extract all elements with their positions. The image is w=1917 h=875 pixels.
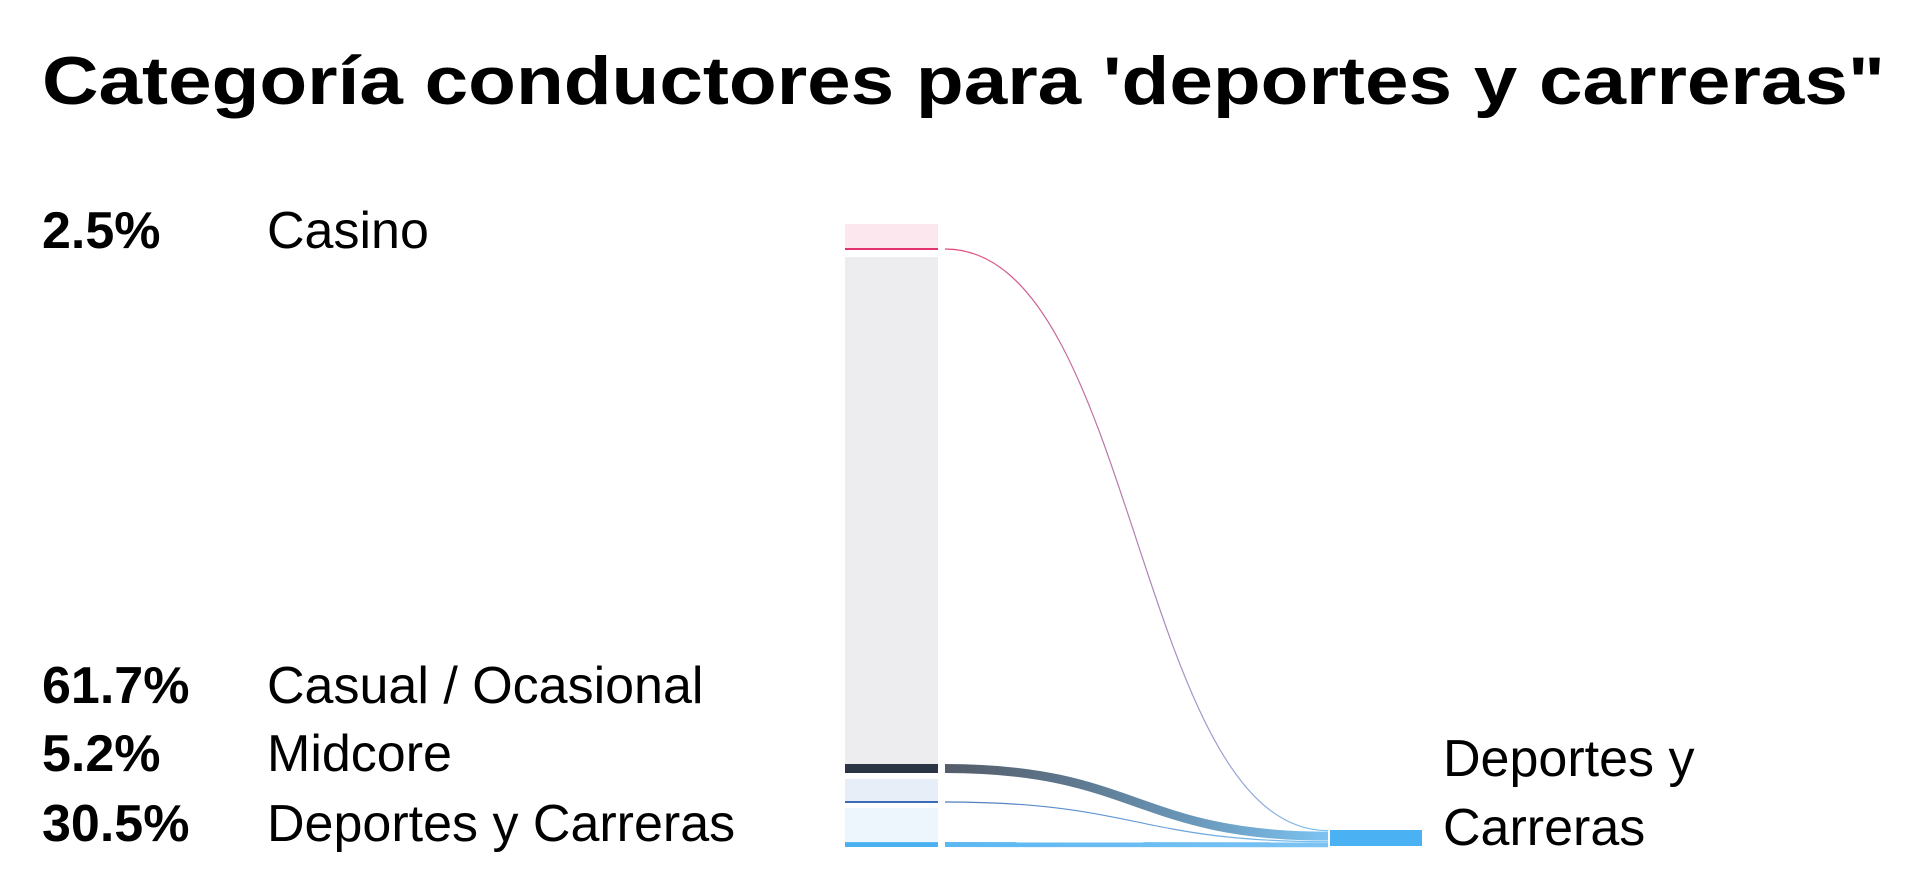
pct-label-midcore: 5.2% xyxy=(42,725,161,783)
flow-midcore xyxy=(944,801,1329,843)
source-flow-segment-midcore xyxy=(845,801,938,803)
source-bar-casual xyxy=(845,257,938,764)
target-label-line2: Carreras xyxy=(1443,799,1645,857)
source-bar-deportes xyxy=(845,808,938,843)
chart-title: Categoría conductores para 'deportes y c… xyxy=(42,43,1885,119)
pct-label-casino: 2.5% xyxy=(42,202,161,260)
source-flow-segment-casual xyxy=(845,764,938,773)
source-label-casino: Casino xyxy=(267,202,429,260)
pct-label-deportes: 30.5% xyxy=(42,795,189,853)
source-label-deportes: Deportes y Carreras xyxy=(267,795,735,853)
target-label-line1: Deportes y xyxy=(1443,730,1694,788)
pct-label-casual: 61.7% xyxy=(42,657,189,715)
flow-casual xyxy=(944,764,1329,841)
source-label-casual: Casual / Ocasional xyxy=(267,657,703,715)
source-bar-casino xyxy=(845,224,938,248)
source-label-midcore: Midcore xyxy=(267,725,452,783)
target-bar-deportes-y-carreras xyxy=(1330,830,1422,846)
flow-casino xyxy=(944,248,1329,832)
source-flow-segment-deportes xyxy=(845,842,938,847)
source-flow-segment-casino xyxy=(845,248,938,250)
source-bar-midcore xyxy=(845,779,938,801)
